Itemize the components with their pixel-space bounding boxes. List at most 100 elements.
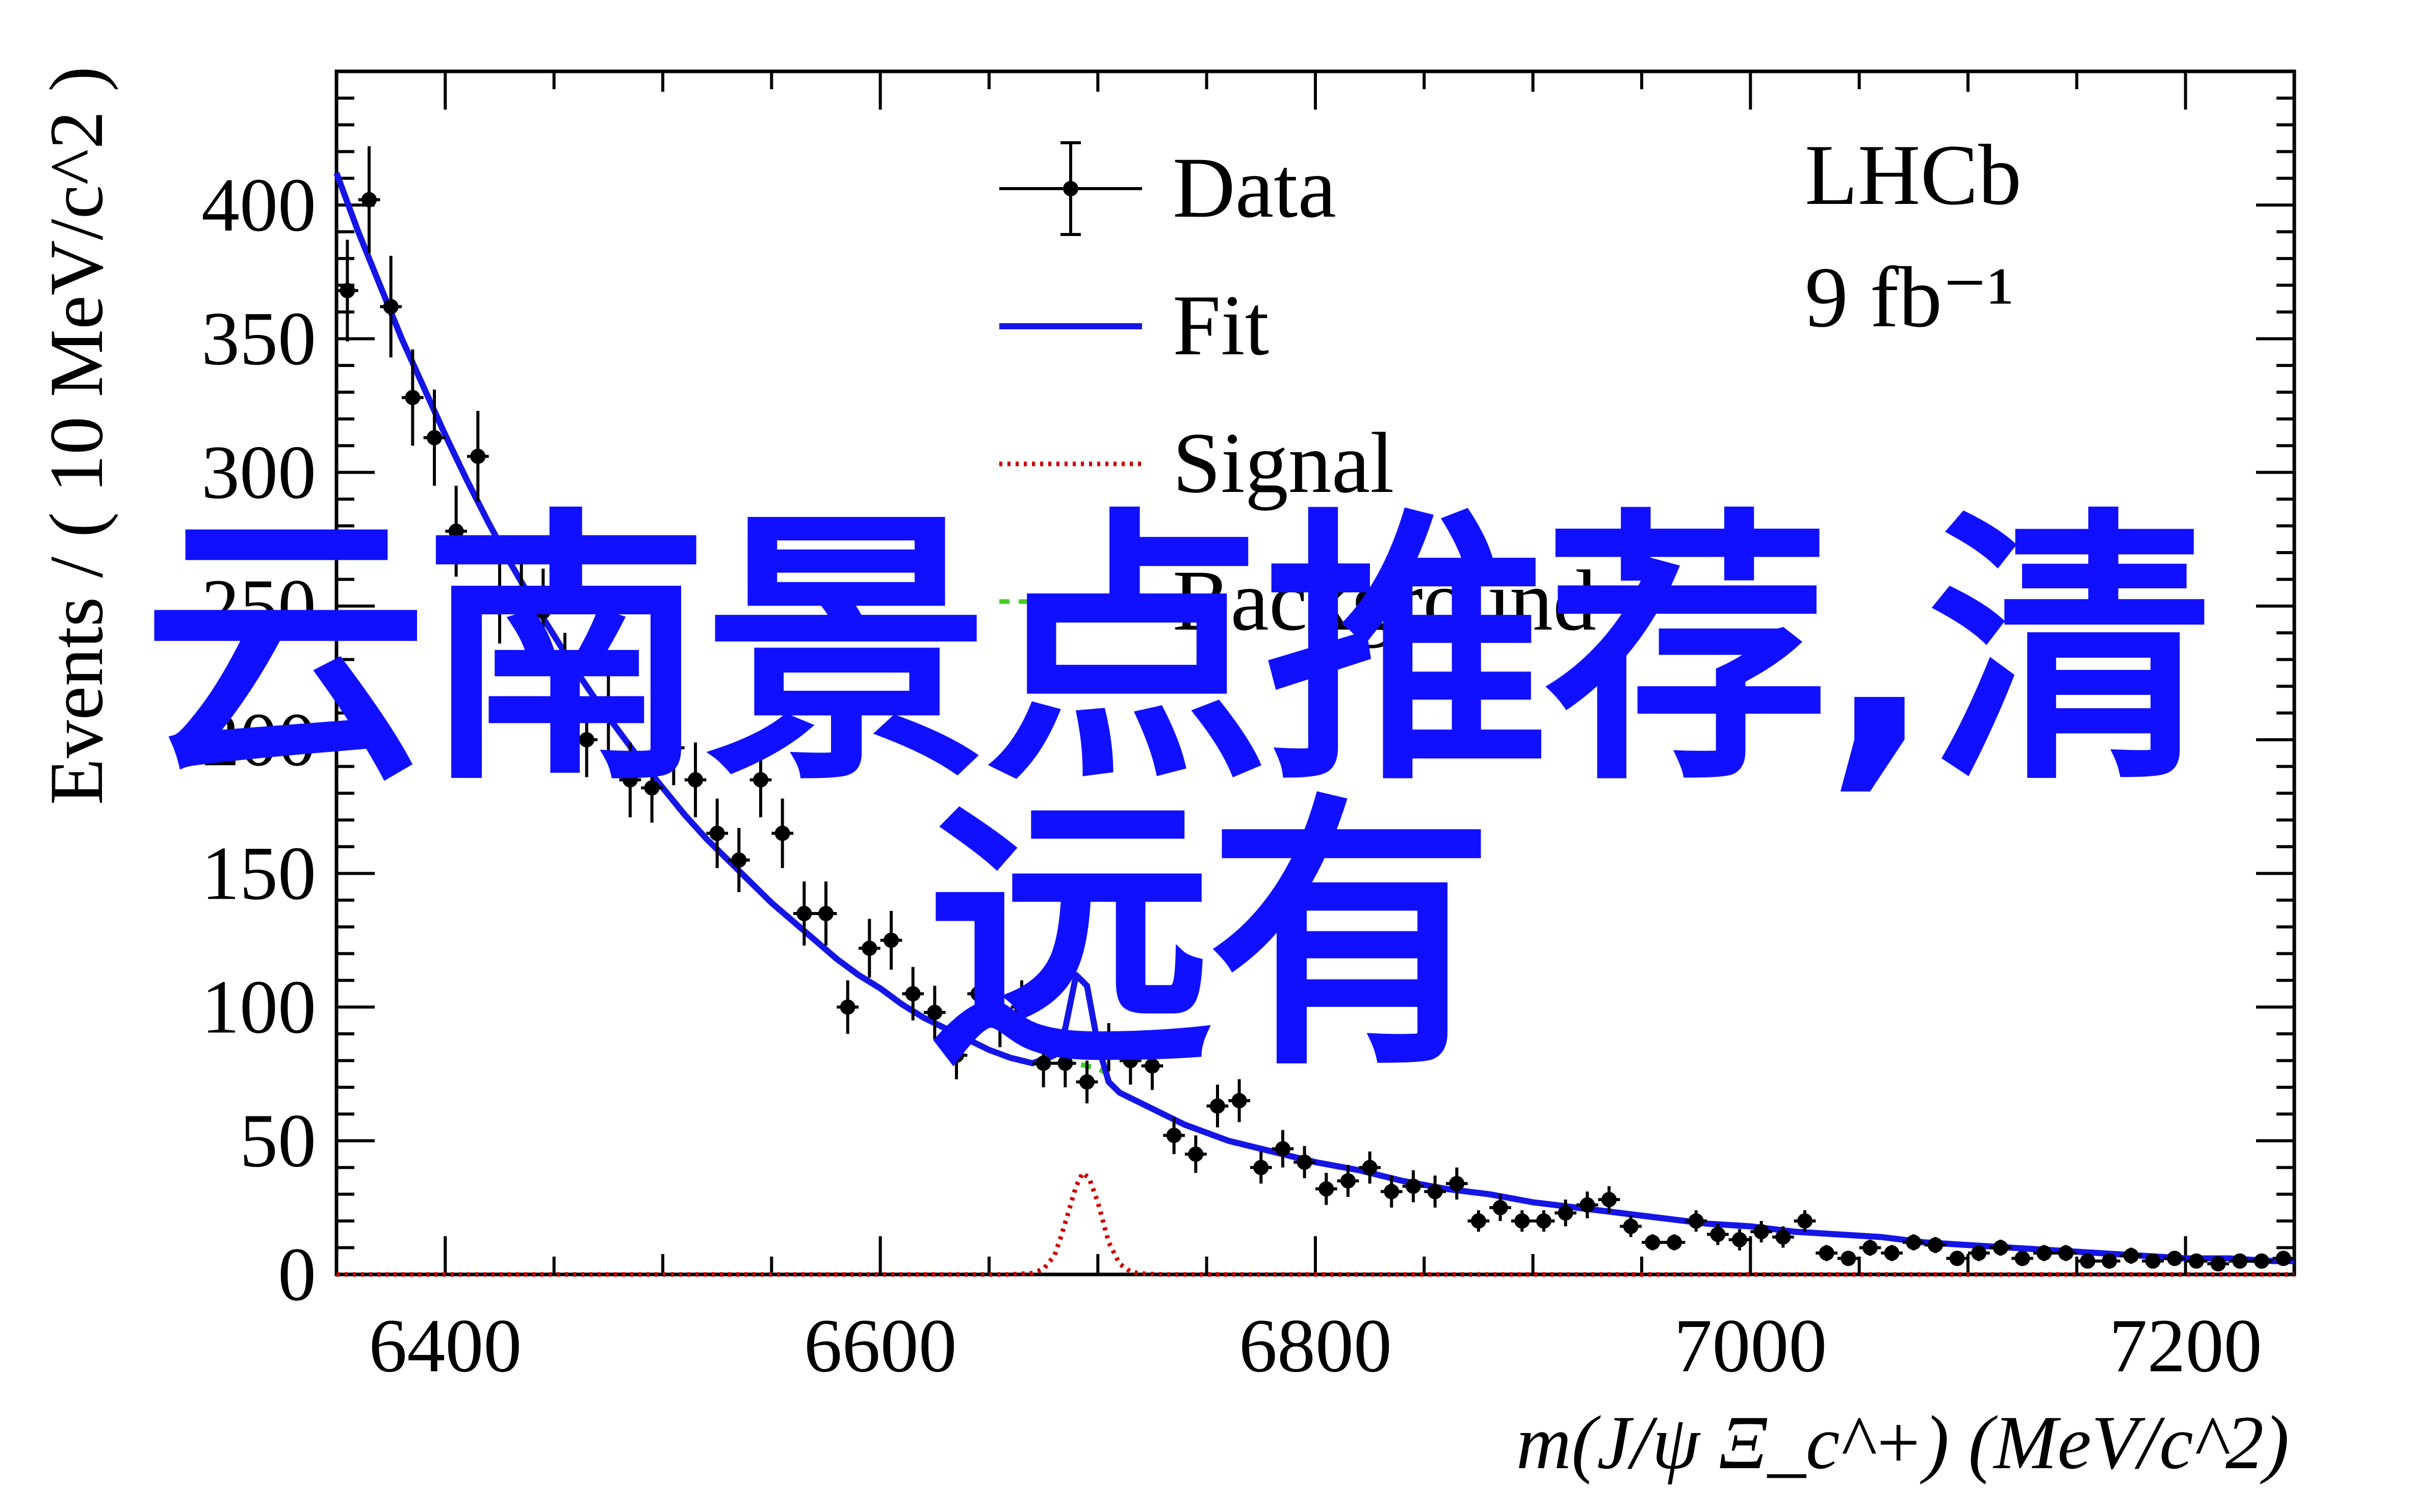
data-point — [2142, 1253, 2164, 1269]
data-marker — [513, 585, 529, 601]
y-tick-label: 100 — [201, 965, 316, 1050]
data-point — [2077, 1253, 2099, 1269]
data-point — [1837, 1250, 1859, 1266]
data-marker — [2254, 1253, 2269, 1269]
data-point — [924, 985, 946, 1039]
data-point — [576, 702, 598, 777]
data-marker — [840, 999, 856, 1015]
data-marker — [1514, 1213, 1530, 1229]
y-tick-label: 400 — [201, 163, 316, 247]
data-marker — [1797, 1213, 1812, 1229]
data-marker — [688, 772, 703, 788]
legend-data-marker — [1063, 181, 1078, 196]
data-point — [532, 568, 554, 655]
data-marker — [1275, 1141, 1290, 1157]
data-point — [2055, 1245, 2077, 1261]
data-marker — [1884, 1245, 1900, 1261]
data-point — [1989, 1239, 2012, 1256]
data-point — [1903, 1234, 1925, 1250]
data-marker — [1558, 1205, 1573, 1221]
x-tick-label: 6800 — [1239, 1304, 1392, 1388]
data-point — [1120, 1036, 1142, 1085]
y-tick-label: 300 — [201, 430, 316, 515]
data-point — [1750, 1221, 1772, 1243]
data-marker — [1819, 1245, 1834, 1261]
data-point — [445, 485, 467, 577]
data-marker — [2123, 1248, 2139, 1264]
data-marker — [1579, 1197, 1595, 1213]
data-marker — [1601, 1192, 1617, 1208]
data-marker — [796, 906, 812, 921]
data-marker — [1993, 1240, 2008, 1256]
data-marker — [731, 852, 747, 868]
data-marker — [1079, 1074, 1095, 1090]
data-point — [1859, 1239, 1881, 1256]
data-marker — [2167, 1250, 2183, 1266]
data-marker — [557, 665, 573, 681]
data-point — [815, 881, 837, 946]
data-point — [967, 967, 989, 1021]
legend-item-signal: Signal — [999, 415, 1394, 511]
data-marker — [1057, 1055, 1073, 1071]
data-point — [1293, 1146, 1315, 1179]
data-point — [1467, 1210, 1490, 1232]
data-point — [902, 967, 924, 1021]
data-point — [2272, 1250, 2294, 1266]
data-point — [1946, 1250, 1968, 1266]
data-marker — [1710, 1227, 1726, 1242]
data-point — [2164, 1250, 2186, 1266]
data-point — [1924, 1237, 1947, 1254]
data-point — [1402, 1170, 1424, 1203]
legend-label: Signal — [1173, 415, 1394, 511]
data-point — [1032, 1039, 1054, 1087]
data-point — [1555, 1200, 1576, 1227]
data-marker — [470, 449, 486, 464]
data-point — [1250, 1151, 1272, 1184]
data-marker — [1406, 1178, 1421, 1194]
data-point — [945, 1031, 968, 1080]
data-marker — [1449, 1176, 1465, 1191]
y-tick-label: 0 — [278, 1232, 316, 1317]
data-point — [1337, 1164, 1359, 1197]
data-marker — [1427, 1184, 1443, 1200]
data-marker — [427, 430, 442, 446]
data-point — [358, 146, 380, 253]
data-marker — [666, 740, 682, 755]
legend-item-fit: Fit — [999, 277, 1269, 373]
y-tick-label: 200 — [201, 697, 316, 782]
data-point — [1315, 1172, 1337, 1205]
data-point — [1642, 1234, 1664, 1250]
data-point — [2185, 1253, 2208, 1269]
data-marker — [1471, 1213, 1486, 1229]
fit-line — [333, 172, 2294, 1264]
data-marker — [1253, 1160, 1269, 1176]
data-point — [2011, 1250, 2033, 1266]
data-point — [2229, 1253, 2251, 1269]
data-marker — [1645, 1235, 1661, 1250]
x-tick-label: 6600 — [804, 1304, 957, 1388]
data-point — [880, 910, 902, 970]
data-point — [1533, 1210, 1555, 1232]
data-point — [1968, 1245, 1990, 1261]
data-point — [728, 828, 750, 893]
experiment-label: LHCb — [1805, 127, 2022, 223]
legend-item-data: Data — [999, 140, 1336, 236]
y-tick-label: 250 — [201, 564, 316, 648]
data-point — [1816, 1245, 1837, 1261]
data-marker — [2058, 1245, 2074, 1261]
signal-line — [336, 1169, 2294, 1277]
data-point — [1620, 1215, 1642, 1237]
data-point — [2207, 1256, 2229, 1272]
data-marker — [1362, 1160, 1378, 1176]
data-marker — [1014, 999, 1029, 1015]
data-marker — [753, 772, 768, 788]
data-point — [510, 550, 532, 636]
data-marker — [1841, 1250, 1856, 1266]
data-marker — [2189, 1253, 2204, 1269]
legend-item-background: Background — [999, 553, 1596, 648]
data-marker — [1667, 1235, 1682, 1250]
data-point — [2250, 1253, 2273, 1269]
data-marker — [1188, 1146, 1204, 1162]
data-marker — [1536, 1213, 1551, 1229]
data-marker — [1297, 1154, 1312, 1170]
